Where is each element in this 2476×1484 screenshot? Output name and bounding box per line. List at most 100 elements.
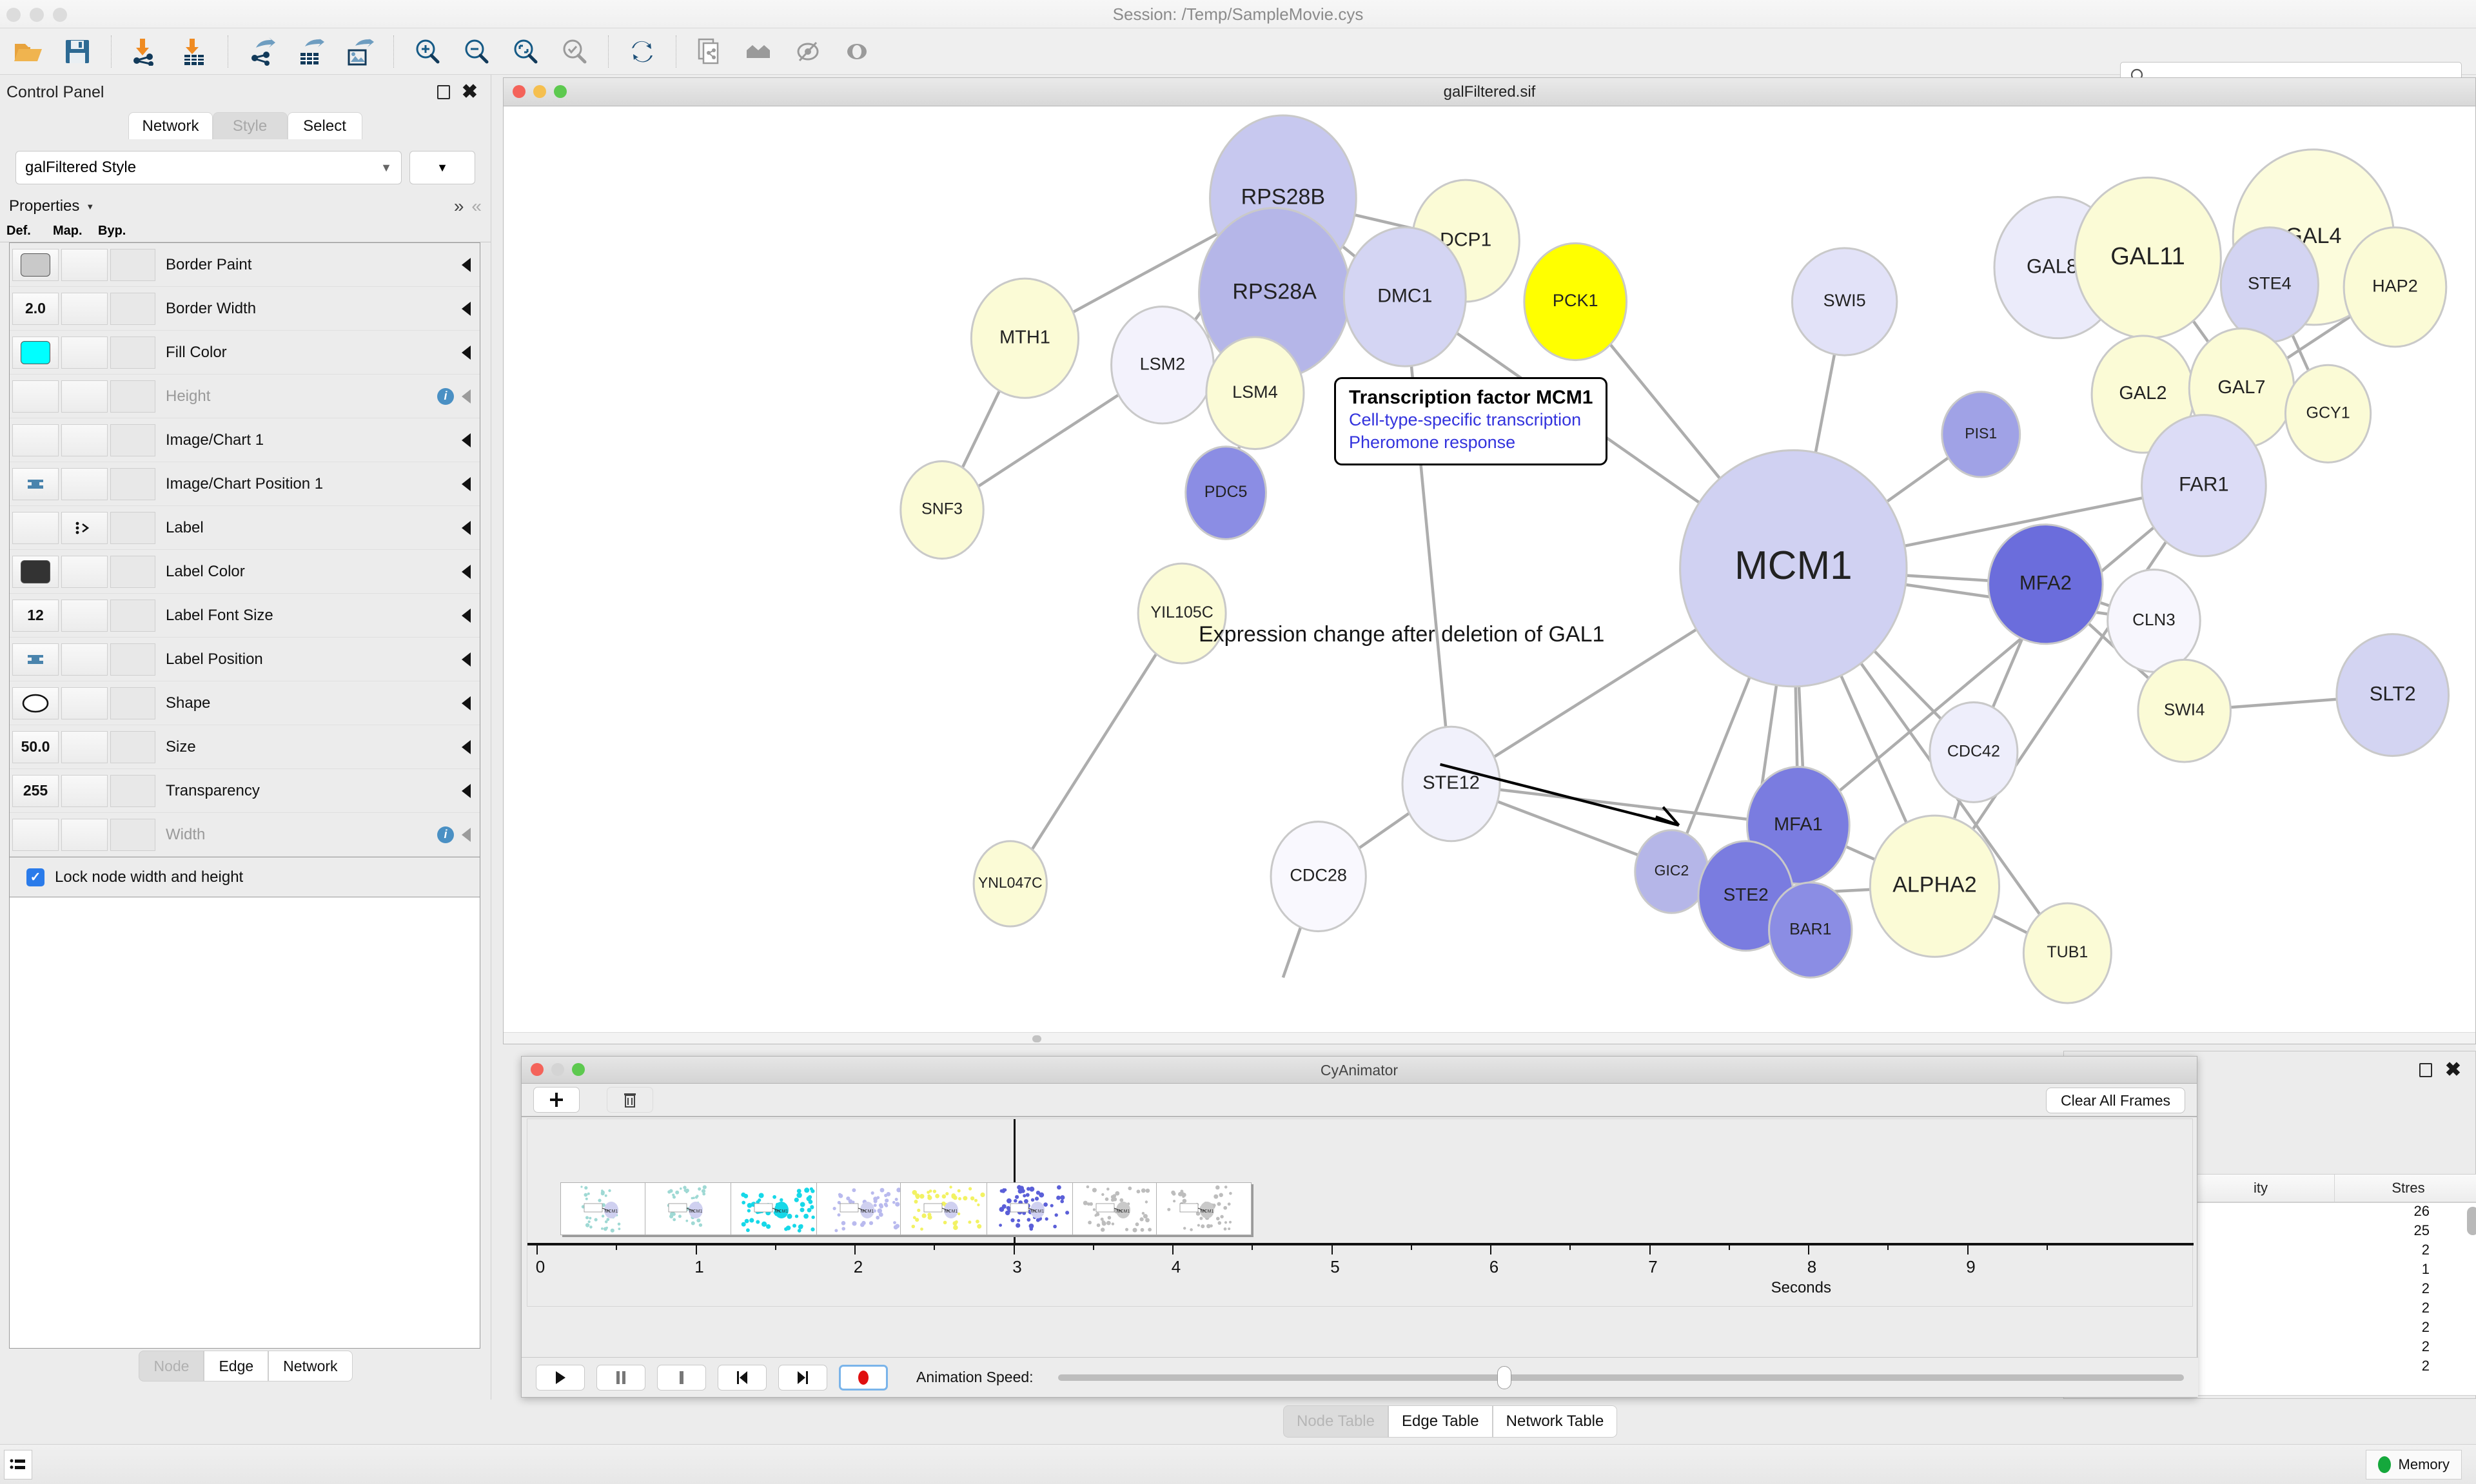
cyanimator-timeline[interactable]: MCM1 MCM1 MCM1 MCM1 MCM1 MCM1 MCM1 MCM1 0 1 2 3 4 5 6… bbox=[527, 1118, 2194, 1307]
property-default-cell[interactable]: 50.0 bbox=[12, 730, 59, 763]
export-image-icon[interactable] bbox=[335, 33, 384, 70]
network-node[interactable]: LSM4 bbox=[1205, 336, 1305, 451]
style-options-menu-button[interactable]: ▼ bbox=[409, 151, 475, 184]
network-node[interactable]: SLT2 bbox=[2335, 633, 2450, 757]
zoom-out-icon[interactable] bbox=[452, 33, 501, 70]
expand-all-icon[interactable]: » bbox=[453, 196, 464, 217]
import-table-icon[interactable] bbox=[170, 33, 219, 70]
info-icon[interactable]: i bbox=[437, 826, 454, 843]
network-node[interactable]: MFA2 bbox=[1987, 523, 2104, 645]
export-table-icon[interactable] bbox=[286, 33, 335, 70]
tab-node-table[interactable]: Node Table bbox=[1283, 1405, 1388, 1438]
timeline-frame[interactable]: MCM1 bbox=[560, 1182, 656, 1235]
hide-icon[interactable] bbox=[783, 33, 832, 70]
cyanimator-minimize-button[interactable] bbox=[551, 1063, 564, 1076]
open-folder-icon[interactable] bbox=[4, 33, 53, 70]
window-maximize-button[interactable] bbox=[53, 8, 67, 22]
property-row[interactable]: Image/Chart Position 1 bbox=[10, 462, 480, 506]
property-default-cell[interactable] bbox=[12, 555, 59, 588]
property-row[interactable]: Label Color bbox=[10, 550, 480, 594]
network-node[interactable]: YIL105C bbox=[1137, 562, 1227, 665]
property-mapping-cell[interactable] bbox=[61, 818, 108, 851]
property-default-cell[interactable]: 2.0 bbox=[12, 292, 59, 325]
network-node[interactable]: RPS28A bbox=[1198, 207, 1351, 380]
table-column-betweenness[interactable]: ity bbox=[2187, 1175, 2335, 1202]
network-node[interactable]: LSM2 bbox=[1110, 306, 1215, 425]
property-default-cell[interactable] bbox=[12, 511, 59, 544]
property-mapping-cell[interactable] bbox=[61, 511, 108, 544]
property-row[interactable]: 2.0 Border Width bbox=[10, 287, 480, 331]
property-bypass-cell[interactable] bbox=[110, 599, 155, 632]
add-frame-button[interactable] bbox=[533, 1087, 580, 1113]
refresh-icon[interactable] bbox=[618, 33, 667, 70]
network-node[interactable]: GAL11 bbox=[2074, 176, 2222, 340]
bottom-tab-edge[interactable]: Edge bbox=[204, 1351, 269, 1381]
bottom-tab-network[interactable]: Network bbox=[268, 1351, 353, 1381]
memory-status-button[interactable]: Memory bbox=[2365, 1450, 2462, 1479]
new-network-icon[interactable] bbox=[685, 33, 734, 70]
window-close-button[interactable] bbox=[6, 8, 21, 22]
property-bypass-cell[interactable] bbox=[110, 380, 155, 413]
timeline-frame[interactable]: MCM1 bbox=[1156, 1182, 1252, 1235]
network-node[interactable]: SWI4 bbox=[2137, 658, 2232, 763]
prev-frame-button[interactable] bbox=[718, 1364, 767, 1391]
network-node[interactable]: CDC42 bbox=[1929, 701, 2019, 803]
timeline-frames[interactable]: MCM1 MCM1 MCM1 MCM1 MCM1 MCM1 MCM1 MCM1 bbox=[527, 1182, 2194, 1242]
tab-network-table[interactable]: Network Table bbox=[1492, 1405, 1618, 1438]
annotation-box-mcm1[interactable]: Transcription factor MCM1 Cell-type-spec… bbox=[1334, 377, 1608, 466]
property-row[interactable]: 12 Label Font Size bbox=[10, 594, 480, 638]
table-grid[interactable]: 26 25 2 1 2 2 2 2 2 bbox=[2186, 1202, 2476, 1396]
network-node[interactable]: PDC5 bbox=[1184, 445, 1267, 540]
table-close-icon[interactable]: ✖ bbox=[2444, 1059, 2461, 1080]
network-node[interactable]: TUB1 bbox=[2022, 902, 2112, 1004]
table-cell[interactable]: 1 bbox=[2421, 1261, 2430, 1277]
table-cell[interactable]: 2 bbox=[2421, 1338, 2430, 1354]
network-node[interactable]: PCK1 bbox=[1523, 242, 1628, 362]
property-bypass-cell[interactable] bbox=[110, 292, 155, 325]
network-edge[interactable] bbox=[1797, 484, 2205, 826]
network-traffic-lights[interactable] bbox=[513, 85, 567, 98]
property-bypass-cell[interactable] bbox=[110, 730, 155, 763]
table-column-stress[interactable]: Stres bbox=[2335, 1175, 2476, 1202]
property-row[interactable]: Label bbox=[10, 506, 480, 550]
network-node[interactable]: FAR1 bbox=[2141, 414, 2267, 558]
property-mapping-cell[interactable] bbox=[61, 467, 108, 500]
expand-arrow-icon[interactable] bbox=[462, 783, 471, 798]
timeline-frame[interactable]: MCM1 bbox=[900, 1182, 996, 1235]
property-default-cell[interactable]: 12 bbox=[12, 599, 59, 632]
export-network-icon[interactable] bbox=[237, 33, 286, 70]
cyanimator-traffic-lights[interactable] bbox=[531, 1063, 585, 1076]
property-default-cell[interactable] bbox=[12, 818, 59, 851]
expand-arrow-icon[interactable] bbox=[462, 257, 471, 272]
table-cell[interactable]: 2 bbox=[2421, 1242, 2430, 1258]
network-node[interactable]: SNF3 bbox=[899, 460, 985, 560]
task-list-icon[interactable] bbox=[4, 1450, 32, 1479]
bottom-tab-node[interactable]: Node bbox=[139, 1351, 204, 1381]
property-bypass-cell[interactable] bbox=[110, 467, 155, 500]
table-cell[interactable]: 2 bbox=[2421, 1280, 2430, 1296]
network-node[interactable]: CLN3 bbox=[2107, 569, 2201, 673]
timeline-frame[interactable]: MCM1 bbox=[1072, 1182, 1168, 1235]
network-node[interactable]: GIC2 bbox=[1634, 829, 1709, 914]
network-node[interactable]: YNL047C bbox=[972, 840, 1048, 928]
expand-arrow-icon[interactable] bbox=[462, 652, 471, 667]
property-bypass-cell[interactable] bbox=[110, 248, 155, 281]
network-node[interactable]: MCM1 bbox=[1679, 449, 1908, 688]
property-mapping-cell[interactable] bbox=[61, 687, 108, 719]
table-cell[interactable]: 2 bbox=[2421, 1358, 2430, 1374]
property-mapping-cell[interactable] bbox=[61, 292, 108, 325]
property-mapping-cell[interactable] bbox=[61, 774, 108, 807]
network-edge[interactable] bbox=[1008, 612, 1184, 885]
property-bypass-cell[interactable] bbox=[110, 511, 155, 544]
expand-arrow-icon[interactable] bbox=[462, 345, 471, 360]
property-bypass-cell[interactable] bbox=[110, 687, 155, 719]
network-node[interactable]: ALPHA2 bbox=[1869, 814, 2001, 958]
float-panel-icon[interactable] bbox=[437, 85, 450, 99]
network-node[interactable]: BAR1 bbox=[1768, 881, 1853, 979]
property-row[interactable]: Border Paint bbox=[10, 243, 480, 287]
properties-dropdown-icon[interactable]: ▼ bbox=[86, 201, 95, 211]
expand-arrow-icon[interactable] bbox=[462, 696, 471, 710]
tab-edge-table[interactable]: Edge Table bbox=[1388, 1405, 1493, 1438]
property-row[interactable]: 50.0 Size bbox=[10, 725, 480, 769]
pause-button[interactable] bbox=[596, 1364, 645, 1391]
